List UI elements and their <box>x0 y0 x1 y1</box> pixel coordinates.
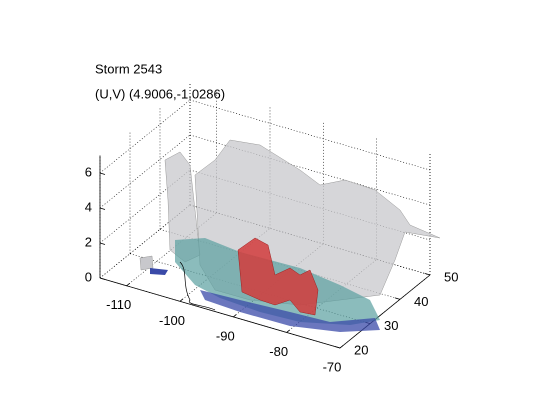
y-tick-label: 40 <box>414 294 428 309</box>
x-tick <box>179 298 184 302</box>
y-tick <box>334 346 341 349</box>
x-tick <box>126 282 130 287</box>
blue-surface <box>150 268 168 275</box>
track-line <box>179 261 216 311</box>
x-tick <box>286 329 290 333</box>
chart-subtitle: (U,V) (4.9006,-1.0286) <box>95 86 225 101</box>
x-tick-label: -90 <box>216 328 235 343</box>
blue-surface <box>200 290 380 332</box>
z-tick <box>99 207 106 210</box>
z-tick-label: 6 <box>85 164 92 179</box>
x-tick <box>233 314 237 318</box>
x-tick-label: -110 <box>106 297 131 312</box>
z-tick-label: 0 <box>85 269 92 284</box>
isosurface <box>139 139 441 332</box>
z-tick-label: 4 <box>85 199 92 214</box>
z-tick <box>99 172 106 175</box>
y-tick-label: 50 <box>444 269 458 284</box>
x-tick <box>339 345 344 349</box>
x-tick-label: -70 <box>323 359 342 374</box>
y-tick <box>394 297 401 300</box>
y-tick-label: 30 <box>384 318 398 333</box>
grid-line <box>339 274 431 349</box>
axis-edge <box>99 277 341 349</box>
x-tick-label: -80 <box>269 344 288 359</box>
gray-surface <box>139 255 154 271</box>
z-tick <box>99 242 106 245</box>
grid-line <box>99 99 191 174</box>
z-tick-label: 2 <box>85 234 92 249</box>
x-tick-label: -100 <box>159 313 185 328</box>
y-tick-label: 20 <box>354 342 368 357</box>
red-surface <box>237 237 319 316</box>
y-tick <box>424 273 431 276</box>
chart-title: Storm 2543 <box>95 61 162 76</box>
grid-line <box>99 134 191 209</box>
